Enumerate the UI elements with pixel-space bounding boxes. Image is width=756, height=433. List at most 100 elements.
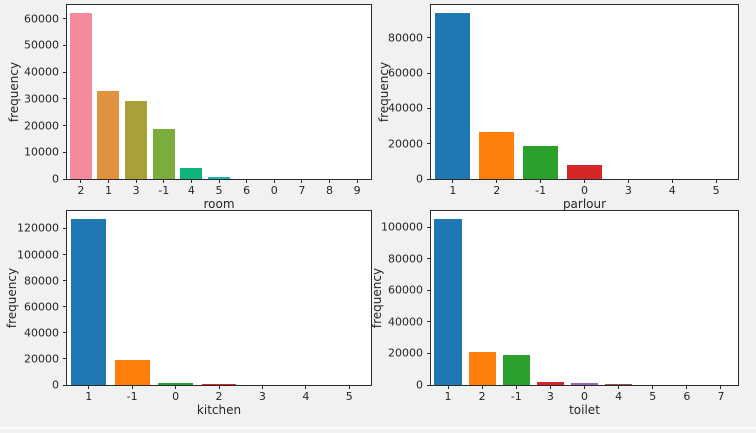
y-tick-mark bbox=[63, 18, 67, 20]
x-tick-label: 5 bbox=[215, 184, 223, 197]
y-tick-mark bbox=[63, 358, 67, 360]
x-tick-mark bbox=[163, 179, 165, 183]
x-tick-label: 1 bbox=[449, 184, 457, 197]
x-tick-label: -1 bbox=[126, 390, 138, 403]
x-tick-mark bbox=[584, 385, 585, 389]
x-tick-label: 2 bbox=[215, 390, 223, 403]
x-tick-label: -1 bbox=[535, 184, 547, 197]
bar-parlour--1 bbox=[523, 146, 559, 179]
bar-parlour-2 bbox=[479, 132, 515, 179]
x-tick-mark bbox=[715, 179, 717, 183]
y-tick-mark bbox=[427, 143, 431, 145]
x-tick-mark bbox=[652, 385, 654, 389]
bar-kitchen-2 bbox=[201, 384, 237, 385]
x-tick-label: 0 bbox=[581, 390, 588, 403]
x-tick-label: 0 bbox=[172, 390, 180, 403]
y-tick-mark bbox=[63, 280, 67, 282]
x-tick-mark bbox=[447, 385, 449, 389]
x-tick-mark bbox=[107, 179, 109, 183]
x-tick-label: 5 bbox=[649, 390, 657, 403]
y-axis-label: frequency bbox=[5, 267, 19, 329]
x-tick-mark bbox=[515, 385, 517, 389]
y-tick-mark bbox=[63, 306, 67, 308]
x-tick-mark bbox=[549, 385, 551, 389]
x-tick-mark bbox=[80, 179, 82, 183]
y-tick-mark bbox=[63, 125, 67, 127]
bar-room-3 bbox=[125, 101, 148, 179]
bar-toilet-2 bbox=[468, 352, 496, 385]
bar-room-1 bbox=[97, 91, 120, 179]
x-tick-label: 2 bbox=[478, 390, 486, 403]
x-tick-label: 1 bbox=[104, 184, 112, 197]
y-tick-label: 80000 bbox=[388, 252, 423, 266]
y-tick-mark bbox=[427, 352, 431, 354]
x-tick-mark bbox=[131, 385, 133, 389]
y-tick-label: 0 bbox=[416, 172, 423, 186]
y-tick-label: 100000 bbox=[17, 248, 59, 262]
x-tick-label: 3 bbox=[132, 184, 140, 197]
x-tick-mark bbox=[481, 385, 483, 389]
y-tick-label: 0 bbox=[52, 172, 59, 186]
x-tick-label: 5 bbox=[712, 184, 720, 197]
x-tick-mark bbox=[190, 179, 192, 183]
x-tick-mark bbox=[135, 179, 137, 183]
x-tick-mark bbox=[88, 385, 90, 389]
bar-room-5 bbox=[207, 177, 231, 179]
bar-room-2 bbox=[69, 13, 92, 179]
y-tick-mark bbox=[63, 227, 67, 229]
y-tick-label: 80000 bbox=[24, 274, 59, 288]
y-tick-mark bbox=[427, 107, 431, 109]
bar-toilet--1 bbox=[502, 355, 530, 385]
bar-toilet-1 bbox=[434, 219, 462, 385]
x-tick-label: 3 bbox=[546, 390, 554, 403]
y-tick-label: 20000 bbox=[24, 119, 59, 133]
y-tick-label: 20000 bbox=[24, 352, 59, 366]
x-tick-label: 3 bbox=[624, 184, 632, 197]
x-tick-mark bbox=[618, 385, 620, 389]
x-tick-mark bbox=[218, 179, 220, 183]
bar-parlour-1 bbox=[435, 13, 471, 179]
x-tick-mark bbox=[540, 179, 542, 183]
x-axis-label: toilet bbox=[569, 403, 600, 417]
bar-room-4 bbox=[180, 168, 203, 179]
x-tick-label: 4 bbox=[668, 184, 676, 197]
x-tick-mark bbox=[686, 385, 688, 389]
bar-toilet-3 bbox=[536, 382, 565, 385]
x-tick-label: -1 bbox=[510, 390, 522, 403]
y-tick-label: 60000 bbox=[388, 66, 423, 80]
y-tick-mark bbox=[63, 178, 67, 180]
y-tick-label: 60000 bbox=[24, 300, 59, 314]
y-tick-mark bbox=[63, 151, 67, 153]
x-tick-mark bbox=[175, 385, 177, 389]
y-tick-label: 20000 bbox=[388, 346, 423, 360]
x-tick-label: 0 bbox=[581, 184, 588, 197]
x-tick-mark bbox=[305, 385, 307, 389]
x-tick-label: 2 bbox=[77, 184, 85, 197]
x-tick-label: 1 bbox=[85, 390, 93, 403]
x-tick-mark bbox=[348, 385, 350, 389]
y-tick-label: 40000 bbox=[388, 101, 423, 115]
y-tick-mark bbox=[427, 258, 431, 260]
y-tick-mark bbox=[427, 321, 431, 323]
x-tick-label: -1 bbox=[158, 184, 170, 197]
y-tick-mark bbox=[427, 37, 431, 39]
y-tick-label: 10000 bbox=[24, 145, 59, 159]
y-axis-label: frequency bbox=[7, 61, 21, 123]
x-tick-label: 0 bbox=[270, 184, 278, 197]
y-tick-label: 120000 bbox=[17, 221, 59, 235]
y-tick-label: 60000 bbox=[24, 12, 59, 26]
y-tick-label: 50000 bbox=[24, 38, 59, 52]
x-tick-mark bbox=[584, 179, 585, 183]
x-axis-label: kitchen bbox=[196, 403, 242, 417]
x-tick-label: 3 bbox=[258, 390, 266, 403]
cell-divider bbox=[0, 427, 756, 429]
x-tick-label: 2 bbox=[493, 184, 501, 197]
x-tick-label: 4 bbox=[302, 390, 310, 403]
x-tick-label: 4 bbox=[615, 390, 623, 403]
x-tick-mark bbox=[356, 179, 358, 183]
x-tick-label: 7 bbox=[717, 390, 725, 403]
y-tick-mark bbox=[63, 98, 67, 100]
y-tick-label: 60000 bbox=[388, 283, 423, 297]
x-tick-mark bbox=[496, 179, 498, 183]
